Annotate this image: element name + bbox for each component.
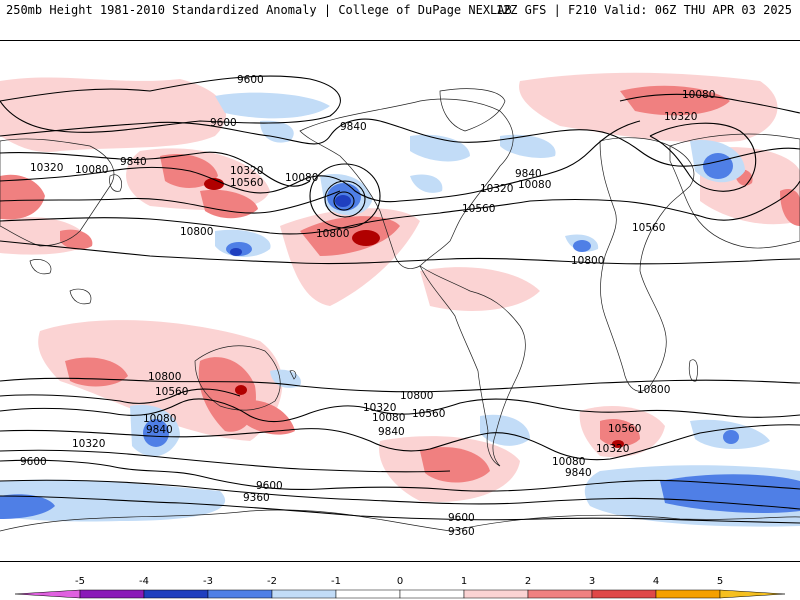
colorbar-bin <box>399 589 465 599</box>
contour-label: 10800 <box>400 390 433 402</box>
contour-label: 9360 <box>243 492 270 504</box>
contour-label: 10080 <box>75 164 108 176</box>
contour-label: 9600 <box>20 456 47 468</box>
model-run-info: 12Z GFS | F210 Valid: 06Z THU APR 03 202… <box>495 3 792 17</box>
contour-label: 10320 <box>664 111 697 123</box>
contour-label: 10560 <box>155 386 188 398</box>
colorbar-bin <box>527 589 593 599</box>
colorbar-arrow-right <box>719 589 786 599</box>
contour-label: 10080 <box>552 456 585 468</box>
contour-label: 10320 <box>30 162 63 174</box>
map-title: 250mb Height 1981-2010 Standardized Anom… <box>6 3 512 17</box>
contour-label: 10560 <box>412 408 445 420</box>
colorbar-tick: 3 <box>589 576 595 587</box>
contour-label: 10800 <box>571 255 604 267</box>
colorbar-bin <box>143 589 209 599</box>
contour-label: 9840 <box>378 426 405 438</box>
contour-label: 10080 <box>143 413 176 425</box>
colorbar-bin <box>207 589 273 599</box>
contour-label: 10560 <box>632 222 665 234</box>
contour-label: 9600 <box>237 74 264 86</box>
contour-label: 10080 <box>285 172 318 184</box>
anomaly-shading <box>0 72 800 527</box>
colorbar-tick: 1 <box>461 576 467 587</box>
contour-label: 10800 <box>180 226 213 238</box>
contour-label: 9840 <box>515 168 542 180</box>
colorbar-bin <box>335 589 401 599</box>
colorbar-tick: -4 <box>139 576 149 587</box>
contour-label: 10080 <box>682 89 715 101</box>
contour-label: 10800 <box>637 384 670 396</box>
colorbar-bin <box>271 589 337 599</box>
contour-label: 9600 <box>256 480 283 492</box>
colorbar-tick: -3 <box>203 576 213 587</box>
contour-label: 10320 <box>596 443 629 455</box>
contour-label: 10320 <box>72 438 105 450</box>
anomaly-map: 9600 9600 9840 9840 10080 10320 10320 10… <box>0 40 800 562</box>
colorbar-tick: -5 <box>75 576 85 587</box>
colorbar-bin <box>463 589 529 599</box>
contour-label: 10560 <box>608 423 641 435</box>
contour-label: 10560 <box>230 177 263 189</box>
contour-label: 10800 <box>316 228 349 240</box>
colorbar-tick: 0 <box>397 576 403 587</box>
colorbar-tick: 2 <box>525 576 531 587</box>
colorbar-bin <box>591 589 657 599</box>
contour-labels: 9600 9600 9840 9840 10080 10320 10320 10… <box>20 74 715 538</box>
contour-label: 9840 <box>120 156 147 168</box>
colorbar-ticks: -5 -4 -3 -2 -1 0 1 2 3 4 5 <box>75 576 723 587</box>
contour-label: 9840 <box>146 424 173 436</box>
contour-label: 10320 <box>480 183 513 195</box>
colorbar-bin <box>79 589 145 599</box>
height-contours <box>0 75 800 524</box>
contour-label: 9600 <box>448 512 475 524</box>
colorbar-tick: -1 <box>331 576 341 587</box>
contour-label: 10320 <box>363 402 396 414</box>
contour-label: 10080 <box>372 412 405 424</box>
contour-label: 9840 <box>565 467 592 479</box>
contour-label: 10560 <box>462 203 495 215</box>
colorbar-segments <box>14 589 786 599</box>
colorbar-tick: -2 <box>267 576 277 587</box>
colorbar-tick: 4 <box>653 576 659 587</box>
colorbar-bin <box>655 589 721 599</box>
contour-label: 9840 <box>340 121 367 133</box>
contour-label: 9360 <box>448 526 475 538</box>
contour-label: 10800 <box>148 371 181 383</box>
colorbar-arrow-left <box>14 589 81 599</box>
contour-label: 9600 <box>210 117 237 129</box>
colorbar-tick: 5 <box>717 576 723 587</box>
colorbar: -5 -4 -3 -2 -1 0 1 2 3 4 5 <box>14 576 786 599</box>
contour-label: 10320 <box>230 165 263 177</box>
contour-label: 10080 <box>518 179 551 191</box>
